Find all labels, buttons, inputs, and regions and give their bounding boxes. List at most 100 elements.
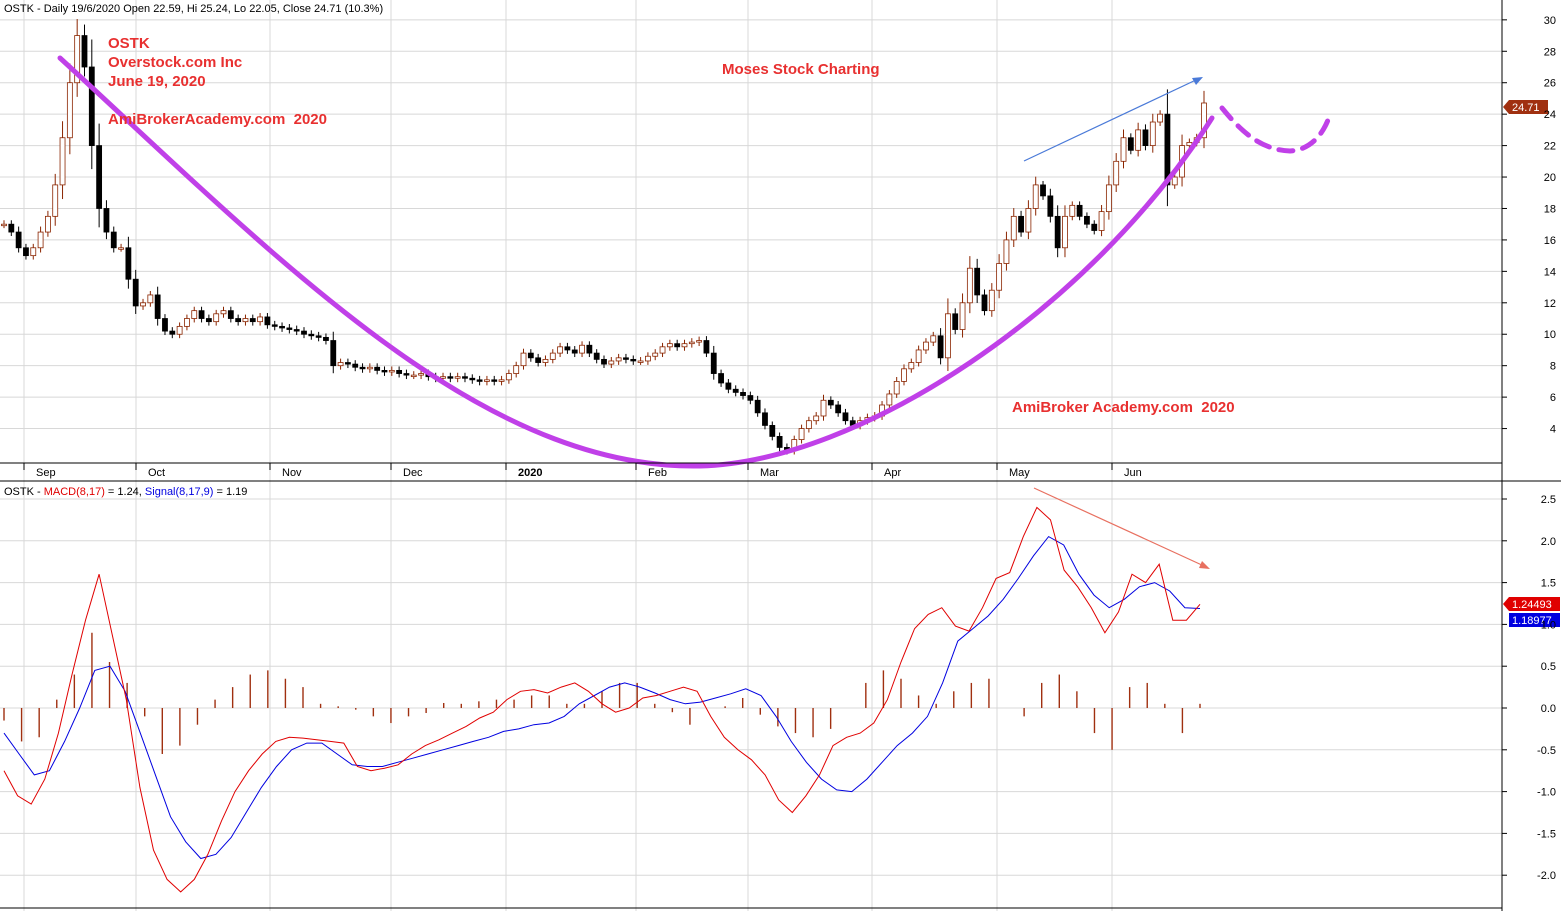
- candle-body: [293, 329, 300, 332]
- candle-body: [688, 341, 695, 345]
- price-y-tick-label: 14: [1544, 266, 1556, 278]
- candle-body: [447, 376, 454, 379]
- candle-body: [469, 377, 476, 381]
- price-y-tick-label: 6: [1550, 392, 1556, 404]
- price-y-tick-label: 8: [1550, 361, 1556, 373]
- candle-body: [1069, 204, 1076, 217]
- site-annotation-top: AmiBrokerAcademy.com 2020: [108, 111, 327, 128]
- candle-body: [1127, 137, 1134, 151]
- cup-curve: [57, 55, 1215, 469]
- candle-body: [498, 379, 505, 382]
- month-label: May: [1009, 467, 1030, 479]
- candle-body: [81, 35, 88, 68]
- macd-y-tick-label: 1.0: [1541, 619, 1556, 631]
- candle-body: [176, 325, 183, 335]
- candle-body: [1091, 223, 1098, 231]
- candle-body: [374, 366, 381, 371]
- candle-body: [988, 289, 995, 312]
- candle-body: [1157, 113, 1163, 123]
- macd-y-axis: -2.0 -1.5 -1.0 -0.5 0.0 0.5 1.0 1.5 2.0 2.5: [1502, 494, 1556, 882]
- candle-body: [637, 360, 644, 363]
- candle-body: [1149, 121, 1156, 146]
- candle-body: [440, 376, 446, 379]
- candle-body: [147, 294, 154, 304]
- candle-body: [359, 366, 366, 370]
- macd-y-tick-label: -1.5: [1537, 828, 1556, 840]
- price-y-tick-label: 22: [1544, 141, 1556, 153]
- macd-header-macd-label: MACD(8,17): [44, 486, 105, 498]
- candle-body: [388, 369, 395, 373]
- price-grid: [0, 0, 1502, 911]
- candle-body: [491, 379, 498, 382]
- price-y-tick-label: 10: [1544, 329, 1556, 341]
- candle-body: [740, 392, 746, 396]
- candle-body: [59, 137, 66, 186]
- candle-body: [513, 365, 520, 374]
- candle-body: [930, 335, 937, 343]
- candle-body: [330, 340, 337, 367]
- candle-body: [1003, 239, 1010, 264]
- macd-y-tick-label: 2.5: [1541, 494, 1556, 506]
- price-y-tick-label: 18: [1544, 203, 1556, 215]
- candle-body: [1135, 129, 1142, 151]
- price-y-tick-label: 12: [1544, 298, 1556, 310]
- trend-down-arrow: [1033, 487, 1210, 569]
- candle-body: [959, 302, 966, 330]
- candle-body: [1076, 204, 1083, 217]
- candle-body: [966, 267, 973, 304]
- candle-body: [762, 412, 768, 426]
- candle-body: [586, 344, 593, 354]
- signal-line: [3, 535, 1201, 860]
- candle-body: [52, 184, 59, 217]
- ticker-annotation: OSTK: [108, 35, 150, 52]
- macd-pane[interactable]: OSTK - MACD(8,17) = 1.24, Signal(8,17,9)…: [0, 486, 1560, 893]
- last-price-badge: 24.71: [1503, 100, 1548, 114]
- candle-body: [249, 318, 256, 323]
- candle-body: [205, 318, 212, 323]
- candle-body: [396, 369, 403, 374]
- macd-header-macd-value: = 1.24,: [105, 486, 145, 498]
- candle-body: [608, 360, 615, 365]
- candle-body: [974, 267, 981, 296]
- price-y-tick-label: 4: [1550, 424, 1556, 436]
- candle-body: [191, 310, 198, 319]
- candle-body: [593, 352, 600, 360]
- candle-body: [820, 399, 827, 417]
- candle-body: [103, 208, 110, 233]
- candle-body: [681, 343, 688, 348]
- month-label: Feb: [648, 467, 667, 479]
- candle-body: [732, 388, 739, 393]
- candle-body: [527, 352, 534, 359]
- candle-body: [535, 357, 542, 363]
- candle-body: [169, 330, 176, 335]
- macd-y-tick-label: -0.5: [1537, 745, 1556, 757]
- candle-body: [776, 436, 783, 448]
- moses-annotation: Moses Stock Charting: [722, 61, 880, 78]
- candle-body: [15, 231, 22, 249]
- candle-body: [227, 310, 234, 319]
- candle-body: [1040, 184, 1046, 197]
- candle-body: [1142, 129, 1149, 147]
- macd-line: [3, 506, 1201, 893]
- candle-body: [184, 318, 190, 327]
- signal-badge-value: 1.18977: [1512, 615, 1552, 627]
- price-y-tick-label: 20: [1544, 172, 1556, 184]
- price-y-tick-label: 28: [1544, 46, 1556, 58]
- macd-header: OSTK - MACD(8,17) = 1.24, Signal(8,17,9)…: [4, 486, 247, 498]
- candle-body: [835, 404, 842, 414]
- candle-body: [952, 313, 959, 330]
- candle-body: [923, 341, 929, 351]
- price-y-tick-label: 30: [1544, 15, 1556, 27]
- candle-body: [337, 362, 344, 367]
- candle-body: [410, 374, 417, 378]
- candle-body: [1010, 215, 1017, 241]
- candle-body: [1084, 215, 1090, 225]
- candle-body: [1, 223, 7, 227]
- candle-body: [30, 247, 37, 257]
- candle-body: [96, 145, 103, 209]
- candle-body: [1054, 215, 1061, 249]
- macd-grid: [0, 498, 1502, 876]
- candle-body: [564, 346, 571, 351]
